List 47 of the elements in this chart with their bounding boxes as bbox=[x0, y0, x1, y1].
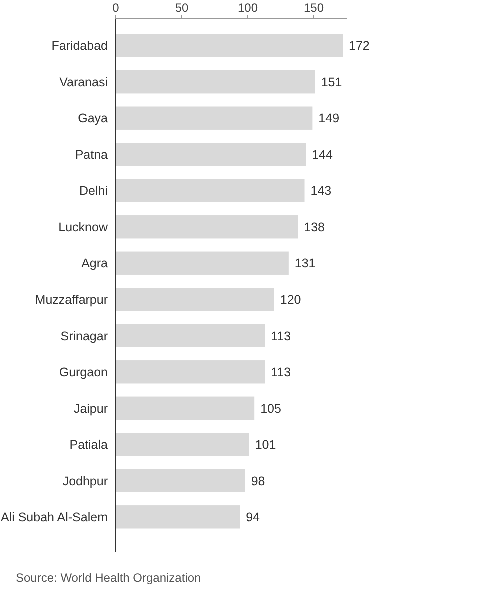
y-tick-label: Faridabad bbox=[52, 39, 108, 54]
bar bbox=[116, 469, 246, 492]
data-label: 172 bbox=[349, 39, 370, 54]
data-label: 144 bbox=[312, 148, 333, 162]
bar bbox=[116, 396, 255, 420]
x-tick-label: 100 bbox=[238, 1, 258, 15]
y-tick-label: Jodhpur bbox=[62, 474, 108, 488]
y-tick-label: Jaipur bbox=[74, 402, 108, 416]
bar bbox=[116, 34, 344, 58]
bar bbox=[116, 360, 266, 384]
x-tick-label: 50 bbox=[175, 1, 189, 15]
x-tick-label: 0 bbox=[112, 1, 120, 15]
data-label: 98 bbox=[251, 474, 266, 488]
x-tick-label: 150 bbox=[304, 1, 324, 15]
data-label: 120 bbox=[280, 293, 302, 307]
data-label: 94 bbox=[246, 510, 260, 525]
data-label: 138 bbox=[304, 220, 326, 234]
y-tick-label: Delhi bbox=[80, 184, 108, 198]
data-label: 131 bbox=[294, 256, 316, 271]
bar bbox=[116, 179, 305, 202]
data-label: 113 bbox=[271, 329, 292, 344]
bar bbox=[116, 506, 240, 529]
y-tick-label: Agra bbox=[82, 256, 108, 271]
data-label: 113 bbox=[271, 366, 292, 380]
y-tick-label: Ali Subah Al-Salem bbox=[0, 510, 108, 525]
data-label: 105 bbox=[260, 402, 282, 416]
bar bbox=[116, 324, 266, 348]
y-tick-label: Lucknow bbox=[58, 220, 109, 234]
y-tick-label: Patna bbox=[75, 148, 108, 162]
bar bbox=[116, 70, 316, 94]
data-label: 143 bbox=[310, 184, 332, 198]
y-tick-label: Gurgaon bbox=[59, 366, 108, 380]
y-tick-label: Muzzaffarpur bbox=[35, 293, 108, 307]
bar bbox=[116, 216, 298, 239]
bar bbox=[116, 252, 289, 275]
bar bbox=[116, 106, 313, 130]
source-note: Source: World Health Organization bbox=[16, 571, 202, 585]
data-label: 151 bbox=[321, 75, 342, 90]
bar bbox=[116, 143, 306, 166]
y-tick-label: Patiala bbox=[70, 438, 108, 452]
data-label: 101 bbox=[255, 438, 276, 452]
bar bbox=[116, 288, 274, 312]
data-label: 149 bbox=[318, 112, 340, 126]
y-tick-label: Varanasi bbox=[60, 75, 108, 90]
y-tick-label: Gaya bbox=[78, 112, 108, 126]
y-tick-label: Srinagar bbox=[60, 329, 108, 344]
bar bbox=[116, 433, 250, 456]
